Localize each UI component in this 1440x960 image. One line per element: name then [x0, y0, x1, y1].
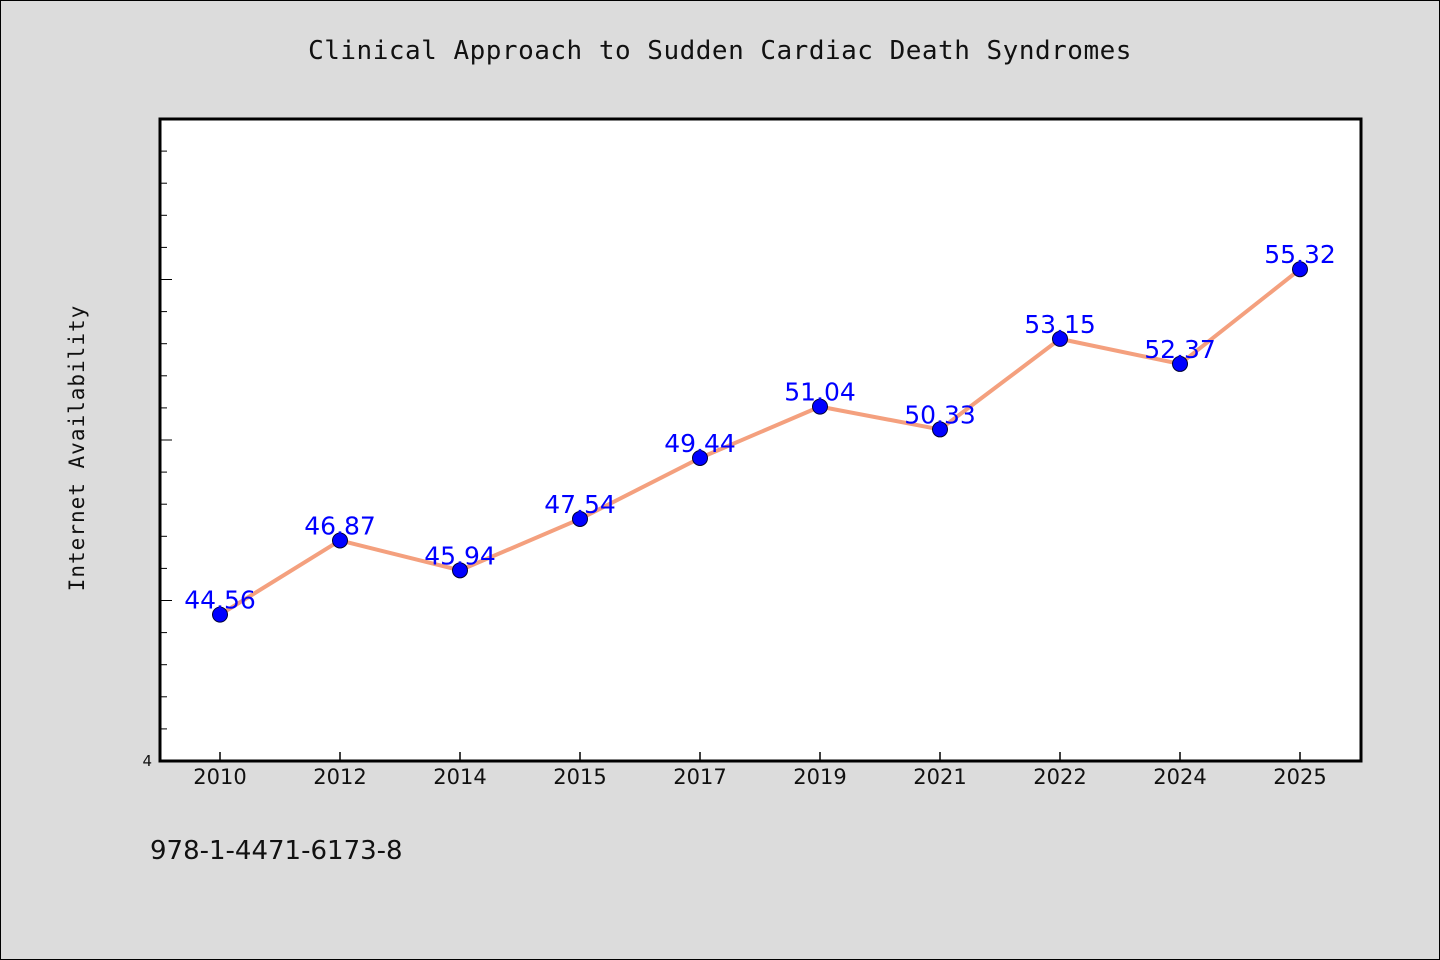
data-point [332, 532, 348, 549]
plot-area [158, 117, 1363, 763]
data-point [572, 510, 588, 527]
data-point [692, 449, 708, 466]
x-tick-label: 2015 [553, 765, 606, 789]
data-markers [212, 261, 1308, 623]
y-axis-ticks: 4 [142, 150, 172, 770]
data-label: 46.87 [304, 511, 376, 540]
data-label: 55.32 [1264, 240, 1336, 269]
data-point [812, 398, 828, 415]
x-tick-label: 2014 [433, 765, 486, 789]
data-point [1052, 330, 1068, 347]
x-tick-label: 2021 [913, 765, 966, 789]
data-point [452, 562, 468, 579]
data-label: 44.56 [184, 586, 256, 615]
x-tick-label: 2017 [673, 765, 726, 789]
y-tick-label: 4 [142, 752, 152, 770]
x-tick-label: 2024 [1153, 765, 1206, 789]
data-label: 52.37 [1144, 335, 1216, 364]
data-label: 47.54 [544, 490, 616, 519]
data-point [1292, 261, 1308, 278]
x-tick-label: 2025 [1273, 765, 1326, 789]
series-lines [218, 267, 1302, 617]
x-tick-label: 2019 [793, 765, 846, 789]
data-label: 45.94 [424, 541, 496, 570]
data-labels: 44.56 46.87 45.94 47.54 49.44 51.04 50.33 53.15… [184, 240, 1336, 614]
x-tick-label: 2012 [313, 765, 366, 789]
data-point [932, 421, 948, 438]
chart-title: Clinical Approach to Sudden Cardiac Deat… [308, 36, 1132, 66]
data-label: 49.44 [664, 429, 736, 458]
data-point [1172, 355, 1188, 372]
series-line [218, 267, 1302, 617]
x-axis-ticks [219, 752, 1301, 761]
x-tick-label: 2010 [193, 765, 246, 789]
data-label: 51.04 [784, 378, 856, 407]
x-tick-label: 2022 [1033, 765, 1086, 789]
data-label: 53.15 [1024, 310, 1096, 339]
x-axis-tick-labels: 2010 2012 2014 2015 2017 2019 2021 2022 2024 2025 [193, 765, 1326, 789]
data-point [212, 606, 228, 623]
isbn-footer: 978-1-4471-6173-8 [150, 836, 403, 866]
data-label: 50.33 [904, 400, 976, 429]
